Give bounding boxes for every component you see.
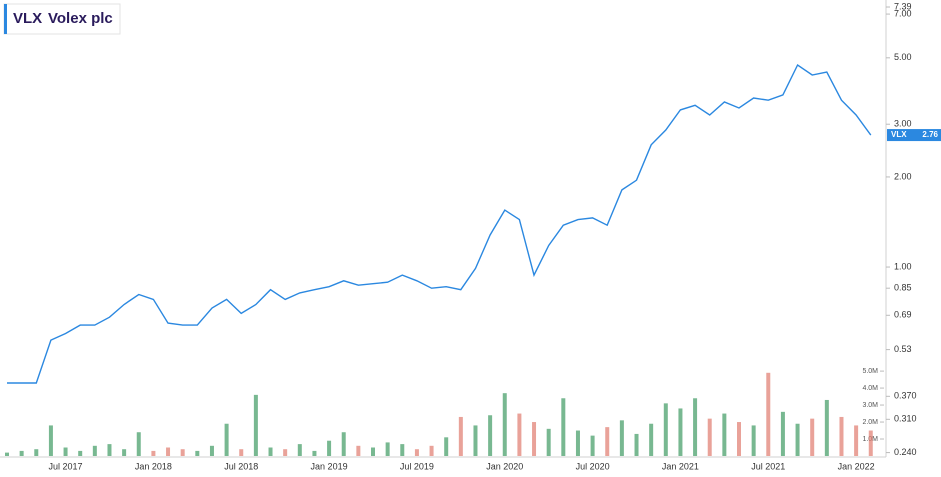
volume-bar bbox=[824, 399, 829, 456]
chart-title: Volex plc bbox=[48, 10, 113, 27]
volume-bar bbox=[868, 430, 873, 456]
volume-bar bbox=[737, 422, 741, 456]
volume-bar bbox=[107, 444, 112, 456]
volume-bar bbox=[195, 450, 200, 456]
volume-bar bbox=[297, 444, 302, 456]
volume-bar bbox=[854, 425, 859, 456]
y-tick-label: 0.53 bbox=[894, 344, 912, 354]
volume-bar bbox=[356, 445, 361, 456]
volume-tick-label: 4.0M bbox=[862, 385, 878, 392]
volume-bar bbox=[575, 430, 580, 456]
x-tick-label: Jan 2018 bbox=[135, 461, 172, 471]
y-tick-label: 0.240 bbox=[894, 447, 917, 457]
y-tick-label: 3.00 bbox=[894, 119, 912, 129]
y-tick-label: 0.85 bbox=[894, 283, 912, 293]
y-tick-label: 2.00 bbox=[894, 171, 912, 181]
x-tick-label: Jul 2018 bbox=[224, 461, 258, 471]
y-tick-label: 7.39 bbox=[894, 1, 912, 11]
price-badge bbox=[887, 129, 941, 142]
volume-bar bbox=[663, 403, 668, 456]
volume-bar bbox=[517, 413, 522, 456]
volume-bar bbox=[283, 449, 288, 456]
volume-bar bbox=[341, 432, 346, 456]
volume-bar bbox=[312, 450, 317, 456]
volume-bar bbox=[429, 445, 434, 456]
y-tick-label: 5.00 bbox=[894, 52, 912, 62]
volume-bar bbox=[122, 449, 127, 456]
x-tick-label: Jan 2022 bbox=[838, 461, 875, 471]
y-tick-label: 1.00 bbox=[894, 261, 912, 271]
volume-bar bbox=[532, 422, 537, 456]
volume-bar bbox=[751, 425, 756, 456]
volume-layer: 1.0M2.0M3.0M4.0M5.0M bbox=[5, 368, 884, 456]
volume-bar bbox=[502, 393, 507, 456]
volume-bar bbox=[19, 450, 24, 456]
volume-bar bbox=[371, 447, 375, 456]
y-tick-label: 0.69 bbox=[894, 310, 912, 320]
volume-tick-label: 3.0M bbox=[862, 402, 878, 409]
volume-bar bbox=[327, 440, 332, 456]
volume-bar bbox=[78, 450, 83, 456]
volume-bar bbox=[795, 423, 800, 456]
volume-bar bbox=[605, 427, 610, 456]
price-layer bbox=[7, 63, 872, 384]
x-tick-label: Jul 2020 bbox=[576, 461, 610, 471]
volume-tick-label: 2.0M bbox=[862, 419, 878, 426]
y-tick-label: 0.310 bbox=[894, 414, 917, 424]
volume-bar bbox=[634, 433, 639, 456]
volume-bar bbox=[678, 408, 683, 456]
volume-bar bbox=[209, 445, 214, 456]
volume-bar bbox=[166, 447, 171, 456]
volume-bar bbox=[414, 449, 419, 456]
x-tick-label: Jul 2021 bbox=[751, 461, 785, 471]
volume-bar bbox=[180, 449, 185, 456]
volume-bar bbox=[34, 449, 39, 456]
volume-bar bbox=[253, 394, 258, 456]
volume-bar bbox=[224, 423, 229, 456]
volume-bar bbox=[48, 425, 53, 456]
volume-bar bbox=[649, 423, 654, 456]
volume-bar bbox=[839, 416, 844, 456]
volume-tick-label: 5.0M bbox=[862, 368, 878, 375]
volume-bar bbox=[473, 425, 478, 456]
price-badge-name: VLX bbox=[891, 130, 907, 139]
volume-bar bbox=[693, 398, 698, 456]
volume-bar bbox=[546, 428, 551, 456]
x-tick-label: Jul 2017 bbox=[49, 461, 83, 471]
volume-bar bbox=[780, 411, 785, 456]
volume-bar bbox=[63, 447, 68, 456]
x-tick-label: Jan 2020 bbox=[486, 461, 523, 471]
volume-bar bbox=[92, 445, 97, 456]
y-tick-label: 0.370 bbox=[894, 391, 917, 401]
volume-bar bbox=[619, 420, 624, 456]
x-tick-label: Jan 2019 bbox=[311, 461, 348, 471]
volume-bar bbox=[722, 413, 727, 456]
volume-bar bbox=[488, 415, 493, 456]
volume-bar bbox=[766, 372, 771, 456]
volume-bar bbox=[444, 437, 449, 456]
symbol: VLX bbox=[13, 10, 42, 27]
volume-bar bbox=[810, 418, 815, 456]
volume-bar bbox=[590, 435, 595, 456]
volume-bar bbox=[5, 452, 9, 456]
price-badge-value: 2.76 bbox=[922, 130, 938, 139]
y-tick-label: 7.00 bbox=[894, 8, 912, 18]
volume-bar bbox=[385, 442, 390, 456]
volume-bar bbox=[561, 398, 566, 456]
volume-bar bbox=[458, 416, 463, 456]
volume-bar bbox=[136, 432, 141, 456]
price-line bbox=[7, 63, 872, 384]
volume-bar bbox=[707, 418, 712, 456]
volume-bar bbox=[268, 447, 273, 456]
title-box bbox=[3, 3, 121, 35]
volume-bar bbox=[239, 449, 244, 456]
volume-bar bbox=[400, 444, 405, 456]
x-tick-label: Jul 2019 bbox=[400, 461, 434, 471]
volume-bar bbox=[151, 450, 156, 456]
title-accent bbox=[4, 4, 7, 34]
x-tick-label: Jan 2021 bbox=[662, 461, 699, 471]
